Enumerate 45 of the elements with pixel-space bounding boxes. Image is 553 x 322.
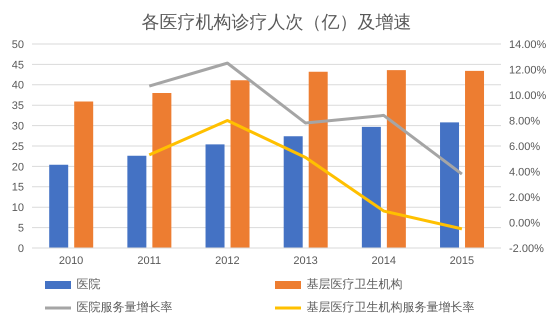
legend-label: 基层医疗卫生机构	[306, 276, 402, 293]
bar	[284, 136, 303, 248]
bar	[465, 70, 484, 248]
y2-tick-label: 6.00%	[509, 140, 540, 153]
y2-tick-label: 2.00%	[509, 192, 540, 204]
y-tick-label: 25	[12, 140, 24, 153]
bar	[362, 126, 381, 248]
bar	[230, 80, 250, 248]
legend-label: 医院	[76, 276, 100, 293]
y2-tick-label: 10.00%	[509, 90, 547, 102]
y-tick-label: 10	[12, 202, 24, 214]
bar	[152, 92, 172, 248]
y-tick-label: 0	[18, 242, 24, 255]
line-series	[148, 62, 464, 176]
bar	[49, 164, 68, 248]
bar	[206, 144, 225, 248]
bar	[127, 156, 146, 248]
y2-tick-label: 12.00%	[509, 64, 547, 76]
y-tick-label: 15	[12, 182, 24, 194]
bar	[74, 102, 94, 248]
y-tick-label: 5	[18, 222, 24, 235]
y-tick-label: 45	[12, 59, 24, 72]
x-tick-label: 2011	[137, 254, 162, 267]
legend-label: 基层医疗卫生机构服务量增长率	[306, 299, 474, 316]
chart-title: 各医疗机构诊疗人次（亿）及增速	[140, 11, 412, 34]
y2-tick-label: 8.00%	[509, 115, 540, 128]
y2-tick-label: 0.00%	[509, 217, 540, 230]
y-tick-label: 40	[12, 80, 24, 92]
legend-label: 医院服务量增长率	[76, 299, 172, 316]
line-series	[148, 119, 464, 230]
y-tick-label: 20	[12, 161, 24, 174]
y2-tick-label: 4.00%	[509, 166, 540, 178]
x-tick-label: 2010	[58, 254, 84, 267]
y2-tick-label: -2.00%	[509, 242, 544, 255]
bar	[308, 72, 328, 248]
bar	[386, 70, 406, 248]
x-tick-label: 2012	[215, 254, 240, 267]
y-tick-label: 30	[12, 120, 24, 133]
x-tick-label: 2015	[450, 254, 474, 267]
bar	[440, 122, 460, 248]
y-tick-label: 50	[12, 38, 24, 51]
x-tick-label: 2014	[372, 254, 396, 267]
x-tick-label: 2013	[293, 254, 318, 267]
y2-tick-label: 14.00%	[509, 38, 547, 51]
y-tick-label: 35	[12, 100, 24, 112]
